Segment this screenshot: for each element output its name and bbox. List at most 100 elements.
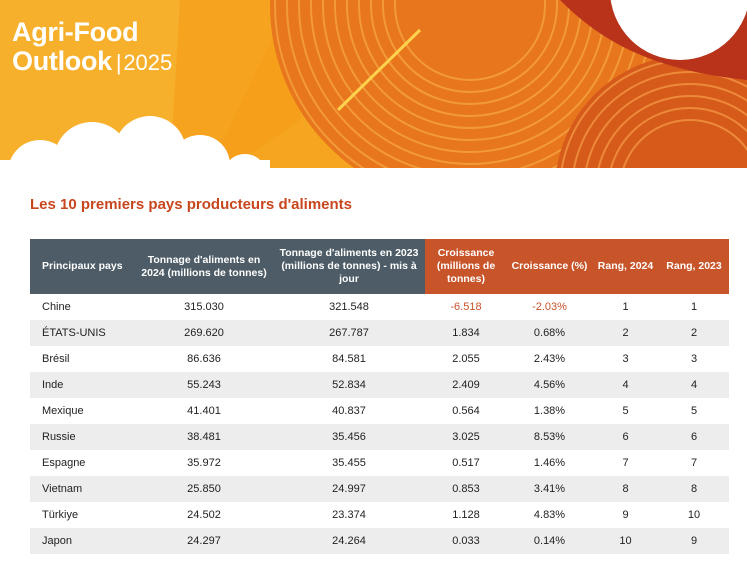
cell-tonnage-2023: 52.834	[273, 372, 425, 398]
cell-country: Türkiye	[42, 509, 79, 521]
cell-tonnage-2023: 35.456	[273, 424, 425, 450]
brand-separator: |	[115, 50, 122, 75]
cell-tonnage-2024: 55.243	[135, 372, 273, 398]
table-row: Espagne 35.972 35.455 0.517 1.46% 7 7	[30, 450, 729, 476]
cell-growth: 0.853	[425, 476, 507, 502]
cell-growth-pct: 3.41%	[507, 476, 592, 502]
cell-rank-2024: 3	[622, 353, 629, 365]
table-row: Vietnam 25.850 24.997 0.853 3.41% 8 8	[30, 476, 729, 502]
cloud-graphic	[0, 116, 270, 168]
cell-growth: -6.518	[450, 301, 482, 313]
cell-tonnage-2023: 24.264	[273, 528, 425, 554]
cell-rank-2024: 5	[622, 405, 629, 417]
col-header-growth-pct: Croissance (%)	[507, 239, 592, 294]
cell-country: Mexique	[42, 405, 84, 417]
cell-tonnage-2023: 84.581	[332, 353, 366, 365]
cell-country: ÉTATS-UNIS	[30, 320, 135, 346]
cell-tonnage-2023: 321.548	[329, 301, 369, 313]
table-row: Inde 55.243 52.834 2.409 4.56% 4 4	[30, 372, 729, 398]
table-row: Türkiye 24.502 23.374 1.128 4.83% 9 10	[30, 502, 729, 528]
cell-tonnage-2024: 315.030	[184, 301, 224, 313]
cell-rank-2024: 8	[592, 476, 659, 502]
cell-rank-2024: 4	[592, 372, 659, 398]
cell-country: Vietnam	[30, 476, 135, 502]
cell-growth: 1.128	[452, 509, 480, 521]
cell-growth-pct: 4.56%	[507, 372, 592, 398]
cell-country: Chine	[42, 301, 71, 313]
cell-tonnage-2023: 40.837	[332, 405, 366, 417]
brand-line-2: Outlook |2025	[12, 47, 172, 77]
cell-growth: 2.055	[452, 353, 480, 365]
cell-rank-2023: 6	[659, 424, 729, 450]
banner-artwork	[0, 0, 747, 168]
cell-growth-pct: 1.38%	[533, 405, 566, 417]
cell-rank-2024: 1	[622, 301, 629, 313]
cell-tonnage-2024: 25.850	[135, 476, 273, 502]
cell-rank-2024: 10	[592, 528, 659, 554]
brand-line-1: Agri-Food	[12, 17, 139, 47]
cell-tonnage-2024: 35.972	[187, 457, 221, 469]
cell-tonnage-2024: 269.620	[135, 320, 273, 346]
cell-growth: 2.409	[425, 372, 507, 398]
table-header-row: Principaux pays Tonnage d'aliments en 20…	[30, 239, 729, 294]
col-header-tonnage-2023: Tonnage d'aliments en 2023 (millions de …	[273, 239, 425, 294]
cell-country: Brésil	[42, 353, 70, 365]
section-title: Les 10 premiers pays producteurs d'alime…	[30, 196, 353, 213]
cell-growth-pct: 4.83%	[533, 509, 566, 521]
col-header-country: Principaux pays	[30, 239, 135, 294]
cell-rank-2023: 8	[659, 476, 729, 502]
table-row: Mexique 41.401 40.837 0.564 1.38% 5 5	[30, 398, 729, 424]
cell-growth-pct: 8.53%	[507, 424, 592, 450]
cell-growth-pct: 2.43%	[533, 353, 566, 365]
brand-logo: Agri-Food Outlook |2025	[12, 18, 172, 77]
header-banner: Agri-Food Outlook |2025	[0, 0, 747, 168]
cell-tonnage-2023: 35.455	[332, 457, 366, 469]
cell-rank-2024: 6	[592, 424, 659, 450]
cell-country: Japon	[30, 528, 135, 554]
table-row: Japon 24.297 24.264 0.033 0.14% 10 9	[30, 528, 729, 554]
table-row: Chine 315.030 321.548 -6.518 -2.03% 1 1	[30, 294, 729, 320]
table-row: Brésil 86.636 84.581 2.055 2.43% 3 3	[30, 346, 729, 372]
cell-growth-pct: -2.03%	[532, 301, 567, 313]
cell-tonnage-2023: 267.787	[273, 320, 425, 346]
cell-tonnage-2024: 86.636	[187, 353, 221, 365]
cell-growth: 0.033	[425, 528, 507, 554]
cell-country: Inde	[30, 372, 135, 398]
col-header-rank-2023: Rang, 2023	[659, 239, 729, 294]
cell-rank-2023: 10	[687, 509, 701, 521]
cell-tonnage-2023: 24.997	[273, 476, 425, 502]
producers-table: Principaux pays Tonnage d'aliments en 20…	[30, 239, 729, 554]
cell-rank-2024: 7	[622, 457, 629, 469]
cell-rank-2023: 2	[659, 320, 729, 346]
cell-growth-pct: 0.14%	[507, 528, 592, 554]
table-row: Russie 38.481 35.456 3.025 8.53% 6 6	[30, 424, 729, 450]
cell-rank-2023: 5	[690, 405, 698, 417]
cell-growth-pct: 1.46%	[533, 457, 566, 469]
cell-rank-2023: 4	[659, 372, 729, 398]
cell-tonnage-2024: 24.297	[135, 528, 273, 554]
cell-growth: 3.025	[425, 424, 507, 450]
cell-tonnage-2023: 23.374	[332, 509, 366, 521]
brand-word: Outlook	[12, 46, 112, 76]
brand-year: 2025	[123, 50, 173, 75]
cell-country: Russie	[30, 424, 135, 450]
cell-rank-2023: 1	[690, 301, 698, 313]
col-header-growth: Croissance (millions de tonnes)	[425, 239, 507, 294]
table-row: ÉTATS-UNIS 269.620 267.787 1.834 0.68% 2…	[30, 320, 729, 346]
cell-tonnage-2024: 24.502	[187, 509, 221, 521]
cell-rank-2023: 7	[690, 457, 698, 469]
cell-growth: 0.564	[452, 405, 480, 417]
cell-growth: 1.834	[425, 320, 507, 346]
cell-country: Espagne	[42, 457, 86, 469]
cell-tonnage-2024: 41.401	[187, 405, 221, 417]
cell-growth-pct: 0.68%	[507, 320, 592, 346]
cell-rank-2024: 2	[592, 320, 659, 346]
col-header-rank-2024: Rang, 2024	[592, 239, 659, 294]
cell-growth: 0.517	[452, 457, 480, 469]
cell-rank-2023: 3	[690, 353, 698, 365]
cell-rank-2024: 9	[622, 509, 629, 521]
cell-rank-2023: 9	[659, 528, 729, 554]
cell-tonnage-2024: 38.481	[135, 424, 273, 450]
col-header-tonnage-2024: Tonnage d'aliments en 2024 (millions de …	[135, 239, 273, 294]
moon-graphic	[610, 0, 747, 60]
